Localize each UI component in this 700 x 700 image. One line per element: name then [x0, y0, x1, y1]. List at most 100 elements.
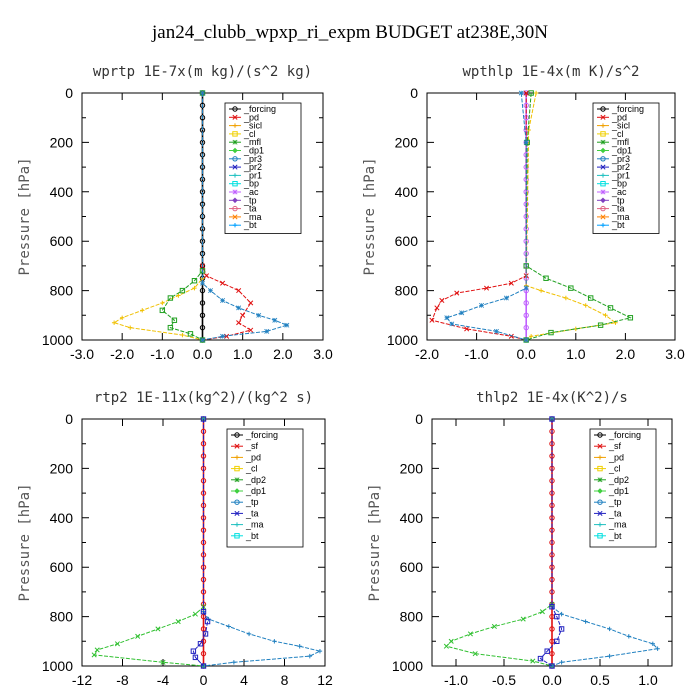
x-tick-label: -2.0 — [415, 346, 439, 362]
data-point — [180, 332, 185, 338]
data-point — [528, 334, 534, 339]
y-tick-label: 600 — [50, 233, 74, 249]
data-point — [554, 613, 560, 620]
y-axis-label: Pressure [hPa] — [17, 157, 33, 275]
legend-entry: _bt — [245, 531, 259, 541]
data-point — [544, 648, 550, 654]
legend-entry: _dp1 — [245, 486, 266, 496]
data-point — [563, 295, 569, 301]
data-point — [155, 626, 161, 632]
legend-entry: _tp — [243, 195, 257, 205]
y-tick-label: 400 — [50, 184, 74, 200]
y-tick-label: 1000 — [42, 658, 73, 674]
data-point — [537, 655, 544, 662]
data-point — [199, 312, 206, 318]
legend-box — [226, 428, 304, 548]
y-tick-label: 200 — [50, 134, 74, 150]
legend-marker — [597, 477, 603, 483]
panel-1: wprtp 1E-7x(m kg)/(s^2 kg) Pressure [hPa]… — [17, 64, 333, 362]
legend-marker — [232, 114, 238, 120]
legend-marker — [597, 488, 603, 494]
series-line — [539, 419, 563, 667]
legend-marker — [234, 443, 240, 449]
legend-entry: _cl — [243, 129, 256, 139]
legend-entry: _pr3 — [611, 154, 630, 164]
legend-entry: _cl — [608, 464, 621, 474]
data-point — [171, 317, 178, 323]
legend-entry: _sf — [245, 441, 259, 451]
data-point — [91, 652, 97, 658]
data-point — [272, 639, 277, 644]
data-point — [307, 653, 313, 659]
legend-marker — [234, 522, 240, 527]
legend-entry: _ma — [243, 212, 262, 222]
legend-entry: _bt — [608, 531, 622, 541]
data-point — [246, 631, 252, 637]
legend-marker — [600, 156, 606, 162]
legend-marker — [232, 189, 238, 195]
legend-entry: _forcing — [245, 430, 278, 440]
data-point — [179, 287, 186, 294]
x-tick-label: -4 — [157, 672, 170, 688]
x-tick-label: 0.0 — [542, 672, 562, 688]
series-line — [192, 419, 209, 667]
data-point — [160, 300, 165, 306]
legend-entry: _dp2 — [608, 475, 629, 485]
legend-entry: _dp1 — [611, 146, 632, 156]
legend-entry: _pd — [611, 112, 627, 122]
data-point — [175, 618, 181, 625]
data-point — [558, 626, 565, 632]
data-point — [200, 608, 207, 615]
data-point — [503, 295, 509, 301]
x-tick-label: 3.0 — [313, 346, 333, 362]
data-point — [94, 647, 100, 653]
x-tick-label: 0.0 — [193, 346, 213, 362]
data-point — [140, 308, 145, 313]
legend-entry: _ta — [611, 204, 625, 214]
panel-title: wpthlp 1E-4x(m K)/s^2 — [462, 64, 639, 80]
legend-marker — [600, 181, 606, 187]
y-tick-label: 400 — [400, 510, 424, 526]
data-point — [297, 644, 302, 649]
legend-entry: _pd — [245, 452, 261, 462]
legend-marker — [600, 197, 606, 204]
data-point — [493, 328, 499, 334]
data-point — [220, 297, 226, 303]
data-point — [240, 312, 246, 318]
y-tick-label: 600 — [50, 559, 74, 575]
legend-entry: _cl — [245, 464, 258, 474]
data-point — [523, 90, 529, 96]
legend-marker — [232, 156, 238, 162]
data-point — [523, 337, 529, 343]
x-tick-label: 3.0 — [665, 346, 685, 362]
legend-entry: _pr3 — [243, 154, 262, 164]
legend-marker — [232, 123, 238, 128]
data-point — [583, 303, 588, 308]
legend-entry: _sf — [608, 441, 622, 451]
x-tick-label: -1.0 — [150, 346, 174, 362]
legend-box — [224, 102, 302, 234]
series-line — [112, 93, 203, 341]
series-line — [202, 93, 252, 341]
y-tick-label: 1000 — [42, 332, 73, 348]
y-tick-label: 800 — [50, 283, 74, 299]
legend-entry: _mfl — [243, 137, 261, 147]
legend-entry: _ma — [611, 212, 630, 222]
data-point — [508, 280, 514, 286]
legend-marker — [232, 173, 238, 178]
legend-entry: _forcing — [608, 430, 641, 440]
data-point — [248, 327, 254, 333]
series-line — [161, 93, 203, 341]
x-tick-label: 0.5 — [590, 672, 610, 688]
legend-marker — [600, 205, 606, 212]
figure-title: jan24_clubb_wpxp_ri_expm BUDGET at238E,3… — [151, 22, 548, 43]
data-point — [479, 302, 485, 308]
panel-title: rtp2 1E-11x(kg^2)/(kg^2 s) — [94, 390, 313, 406]
series-line — [445, 92, 527, 341]
legend-marker — [232, 147, 238, 154]
data-point — [160, 659, 166, 665]
legend-marker — [234, 499, 240, 505]
data-point — [264, 328, 270, 334]
y-tick-label: 600 — [400, 559, 424, 575]
